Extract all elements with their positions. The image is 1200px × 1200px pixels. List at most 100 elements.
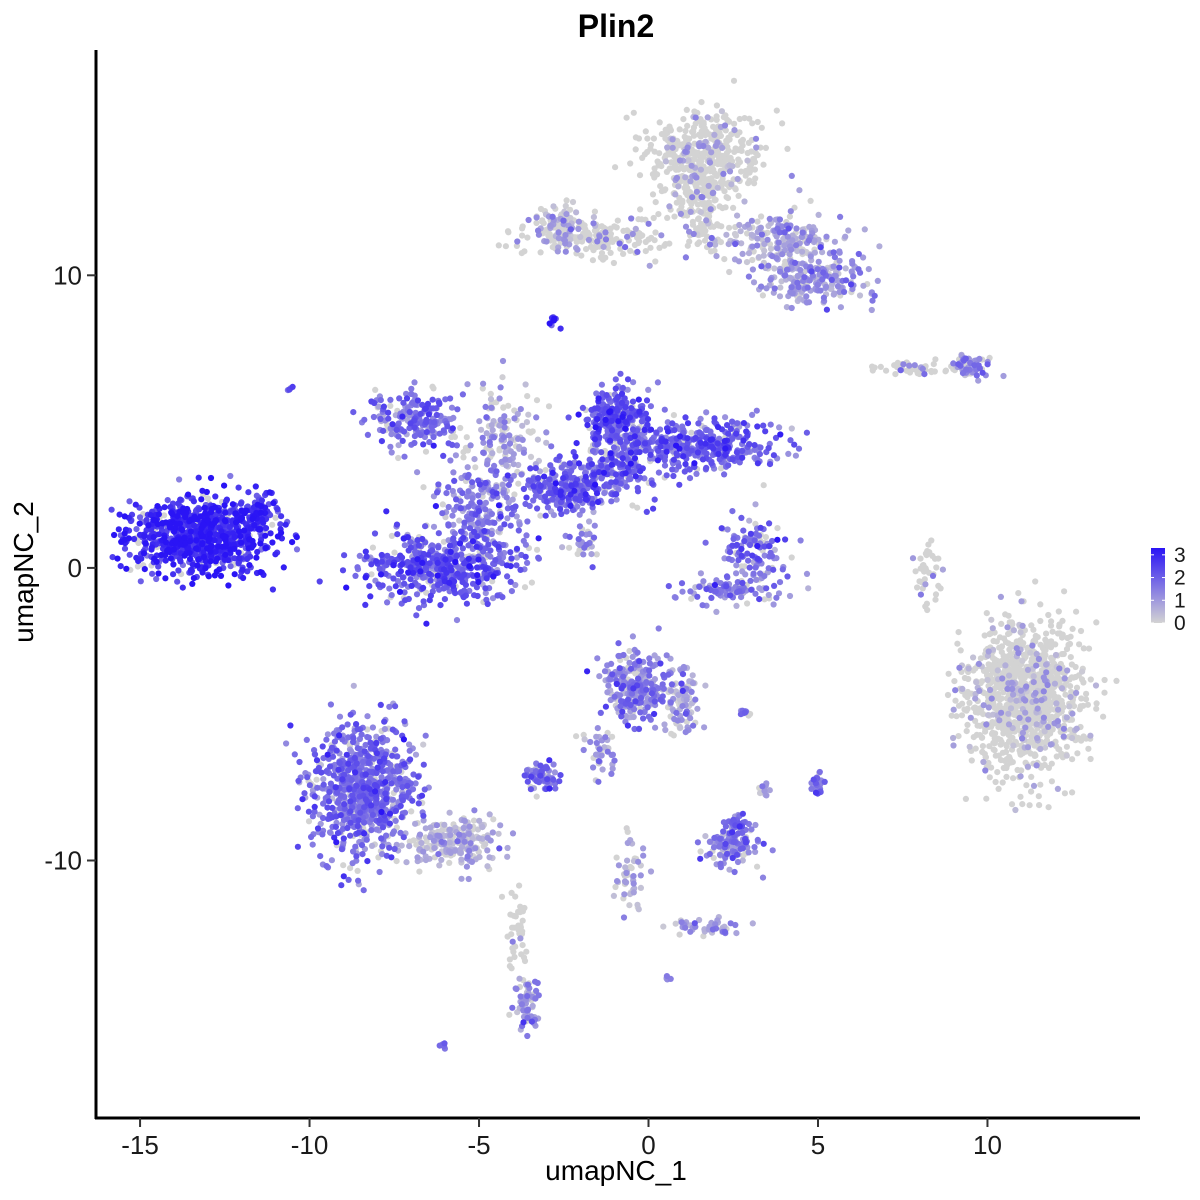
data-point xyxy=(820,294,828,301)
data-point xyxy=(1073,684,1081,691)
data-point xyxy=(1003,756,1010,763)
data-point xyxy=(1060,725,1067,732)
data-point xyxy=(489,829,496,836)
data-point xyxy=(161,512,168,519)
data-point xyxy=(703,217,710,224)
data-point xyxy=(349,860,356,867)
data-point xyxy=(673,199,680,206)
data-point xyxy=(495,830,502,837)
data-point xyxy=(460,454,467,461)
data-point xyxy=(983,721,990,728)
data-point xyxy=(837,304,845,311)
data-point xyxy=(749,120,756,127)
data-point xyxy=(745,250,753,257)
data-point xyxy=(737,145,744,152)
data-point xyxy=(1070,703,1078,710)
data-point xyxy=(756,585,763,592)
data-point xyxy=(723,231,730,238)
data-point xyxy=(727,920,734,927)
data-point xyxy=(460,824,467,832)
data-point xyxy=(678,919,685,926)
data-point xyxy=(726,168,734,175)
data-point xyxy=(612,164,619,171)
data-point xyxy=(666,240,673,247)
data-point xyxy=(944,691,952,699)
data-point xyxy=(770,601,777,608)
data-point xyxy=(1067,683,1074,690)
data-point xyxy=(475,492,482,499)
data-point xyxy=(745,180,752,187)
data-point xyxy=(661,187,668,194)
data-point xyxy=(989,719,996,726)
data-point xyxy=(613,224,620,231)
data-point xyxy=(706,241,714,248)
data-point xyxy=(634,649,641,656)
data-point xyxy=(720,170,727,177)
data-point xyxy=(987,686,994,694)
data-point xyxy=(719,144,726,151)
data-point xyxy=(1087,732,1094,739)
data-point xyxy=(498,893,506,900)
data-point xyxy=(1067,654,1074,661)
data-point xyxy=(532,978,539,985)
data-point xyxy=(715,222,722,229)
data-point xyxy=(645,386,652,393)
data-point xyxy=(519,232,526,239)
data-point xyxy=(623,825,630,832)
data-point xyxy=(705,182,712,189)
data-point xyxy=(611,757,618,764)
data-point xyxy=(635,135,643,142)
data-point xyxy=(981,632,988,639)
data-point xyxy=(1024,763,1031,770)
data-point xyxy=(962,795,970,803)
data-point xyxy=(500,404,507,411)
data-point xyxy=(692,120,699,127)
data-point xyxy=(1045,707,1052,714)
data-point xyxy=(922,581,929,588)
data-point xyxy=(621,891,628,898)
data-point xyxy=(1092,682,1100,689)
data-point xyxy=(551,769,559,776)
data-point xyxy=(406,747,413,754)
data-point xyxy=(676,931,683,938)
data-point xyxy=(965,665,972,672)
data-point xyxy=(1045,764,1052,772)
data-point xyxy=(696,916,703,924)
data-point xyxy=(1002,662,1009,669)
data-point xyxy=(787,208,794,215)
data-point xyxy=(860,282,867,289)
data-point xyxy=(613,236,620,243)
data-point xyxy=(488,510,495,518)
data-point xyxy=(539,218,546,225)
data-point xyxy=(581,222,588,229)
data-point xyxy=(624,227,631,234)
data-point xyxy=(745,273,753,280)
data-point xyxy=(632,146,639,153)
data-point xyxy=(699,150,706,157)
data-point xyxy=(501,443,508,450)
data-point xyxy=(480,449,487,456)
data-point xyxy=(652,229,659,236)
data-point xyxy=(650,135,658,142)
data-point xyxy=(793,225,800,232)
data-point xyxy=(1005,732,1012,739)
data-point xyxy=(520,954,528,961)
data-point xyxy=(673,174,681,182)
data-point xyxy=(964,721,971,729)
data-point xyxy=(448,434,455,441)
data-point xyxy=(700,578,707,585)
data-point xyxy=(436,832,443,840)
data-point xyxy=(593,739,600,747)
data-point xyxy=(1000,372,1007,380)
data-point xyxy=(547,222,555,229)
data-point xyxy=(630,109,637,116)
data-point xyxy=(487,837,494,844)
data-point xyxy=(850,273,857,280)
data-point xyxy=(779,120,786,127)
data-point xyxy=(574,246,581,253)
data-point xyxy=(769,253,776,260)
data-point xyxy=(487,396,495,403)
data-point xyxy=(1000,635,1008,642)
data-point xyxy=(508,588,515,595)
data-point xyxy=(1004,685,1011,693)
